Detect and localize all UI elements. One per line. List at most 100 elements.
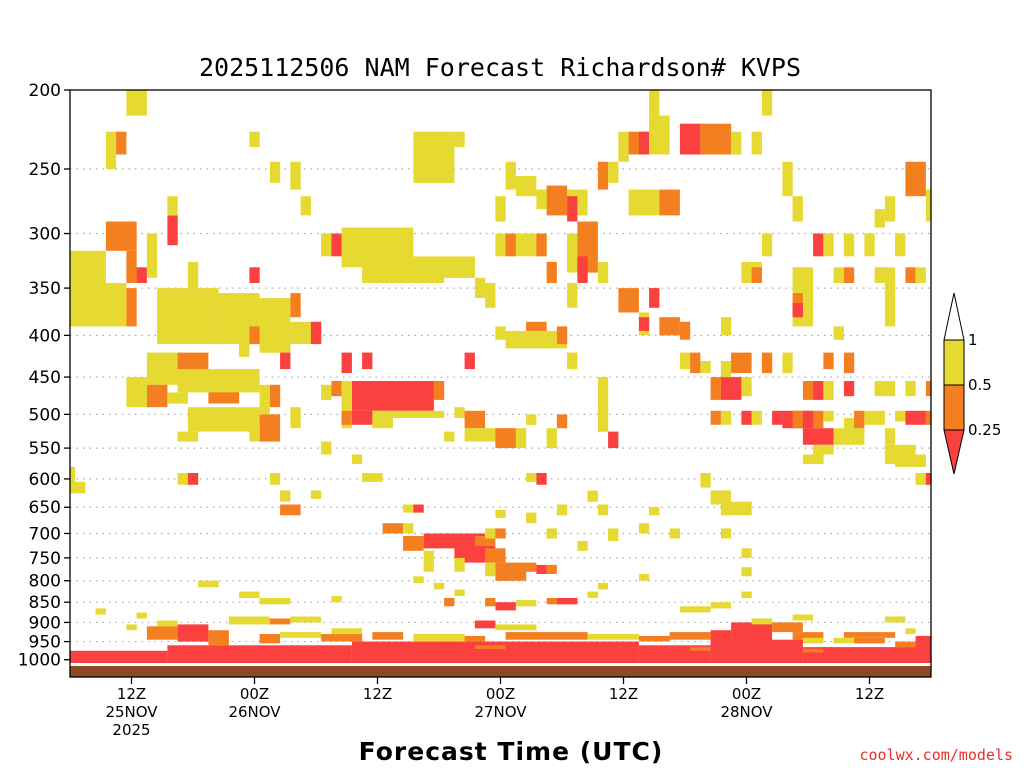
y-tick-label-800: 800 (29, 572, 61, 592)
y-tick-label-300: 300 (29, 225, 61, 245)
heatmap-cell-198 (403, 536, 424, 551)
heatmap-cell-281 (587, 634, 639, 640)
heatmap-cell-151 (741, 377, 752, 397)
heatmap-cell-81 (864, 233, 875, 257)
heatmap-cell-226 (700, 473, 711, 482)
heatmap-cell-135 (515, 428, 527, 449)
heatmap-cell-230 (741, 548, 752, 558)
heatmap-cell-122 (321, 384, 332, 400)
heatmap-cell-147 (710, 377, 721, 400)
heatmap-cell-247 (495, 602, 516, 611)
heatmap-cell-145 (690, 352, 701, 374)
heatmap-cell-152 (710, 410, 721, 425)
heatmap-cell-82 (895, 233, 906, 257)
heatmap-cell-127 (341, 410, 352, 425)
heatmap-cell-149 (720, 361, 732, 378)
ground-layer (70, 663, 931, 677)
heatmap-cell-115 (259, 384, 270, 415)
x-tick-label-42-1: 27NOV (474, 703, 527, 721)
heatmap-cell-35 (874, 209, 885, 228)
heatmap-cell-191 (280, 504, 301, 516)
heatmap-cell-171 (823, 410, 834, 422)
heatmap-cell-29 (659, 189, 680, 216)
heatmap-cell-268 (228, 616, 270, 625)
heatmap-cell-179 (895, 410, 906, 422)
heatmap-cell-140 (608, 431, 619, 449)
heatmap-cell-139 (597, 377, 609, 432)
heatmap-cell-246 (515, 600, 537, 607)
heatmap-cell-159 (813, 381, 824, 400)
heatmap-cell-89 (843, 267, 855, 283)
heatmap-cell-107 (567, 352, 578, 370)
heatmap-cell-32 (884, 196, 896, 222)
heatmap-cell-208 (536, 564, 547, 574)
y-tick-label-750: 750 (29, 549, 61, 569)
heatmap-cell-217 (556, 504, 568, 516)
heatmap-cell-186 (75, 481, 86, 494)
heatmap-cell-93 (915, 267, 926, 283)
heatmap-cell-282 (638, 635, 670, 642)
heatmap-cell-136 (526, 414, 537, 425)
heatmap-cell-33 (905, 161, 926, 197)
heatmap-cell-137 (546, 428, 557, 449)
heatmap-cell-236 (925, 473, 931, 485)
heatmap-cell-291 (895, 641, 916, 648)
heatmap-cell-190 (280, 490, 291, 502)
colorbar: 1 0.5 0.25 (943, 292, 1001, 475)
y-tick-label-950: 950 (29, 633, 61, 653)
heatmap-cell-2 (116, 131, 127, 155)
heatmap-cell-185 (70, 466, 76, 494)
heatmap-cell-111 (177, 369, 260, 393)
heatmap-cell-118 (177, 431, 199, 442)
heatmap-cell-114 (167, 392, 188, 404)
heatmap-cell-163 (843, 381, 855, 397)
heatmap-cell-142 (321, 441, 332, 455)
heatmap-cell-292 (915, 635, 931, 649)
heatmap-cell-252 (679, 606, 711, 613)
heatmap-cell-61 (505, 233, 516, 257)
heatmap-cell-172 (802, 428, 834, 445)
heatmap-cell-227 (700, 481, 711, 488)
heatmap-cell-165 (905, 381, 916, 397)
heatmap-cell-161 (823, 352, 834, 370)
heatmap-cell-20 (638, 131, 650, 155)
heatmap-cell-64 (546, 261, 557, 283)
heatmap-cell-133 (464, 428, 506, 442)
heatmap-cell-5 (290, 161, 301, 190)
heatmap-cell-181 (925, 410, 931, 425)
heatmap-cell-250 (587, 591, 598, 598)
credit-text: coolwx.com/models (859, 746, 1013, 764)
heatmap-cell-6 (300, 196, 311, 216)
heatmap-cell-175 (843, 417, 855, 429)
colorbar-bottom-arrow (943, 429, 965, 475)
heatmap-cell-278 (474, 620, 496, 629)
heatmap-cell-288 (751, 618, 773, 625)
heatmap-cell-0 (126, 90, 147, 116)
heatmap-cell-25 (731, 131, 742, 155)
heatmap-cell-254 (741, 591, 752, 598)
heatmap-cell-129 (392, 410, 445, 418)
heatmap-cell-277 (464, 635, 486, 642)
heatmap-cell-290 (854, 637, 885, 644)
heatmap-cell-84 (751, 267, 762, 283)
heatmap-cell-189 (269, 473, 281, 485)
heatmap-cell-178 (884, 428, 896, 445)
heatmap-cell-78 (813, 233, 824, 257)
heatmap-cells (70, 90, 931, 671)
y-tick-label-350: 350 (29, 279, 61, 299)
heatmap-cell-201 (474, 536, 496, 546)
heatmap-cell-44 (70, 283, 127, 327)
heatmap-cell-34 (925, 189, 931, 222)
heatmap-cell-157 (782, 352, 793, 374)
heatmap-cell-146 (700, 361, 711, 374)
heatmap-cell-87 (792, 303, 803, 318)
chart-title: 2025112506 NAM Forecast Richardson# KVPS (199, 53, 801, 82)
heatmap-cell-116 (269, 384, 281, 408)
heatmap-cell-275 (372, 632, 404, 640)
heatmap-cell-233 (813, 454, 824, 464)
heatmap-cell-206 (485, 562, 496, 577)
heatmap-cell-73 (649, 288, 660, 308)
heatmap-cell-45 (126, 288, 137, 327)
heatmap-cell-103 (495, 326, 506, 340)
heatmap-cell-53 (321, 233, 332, 257)
